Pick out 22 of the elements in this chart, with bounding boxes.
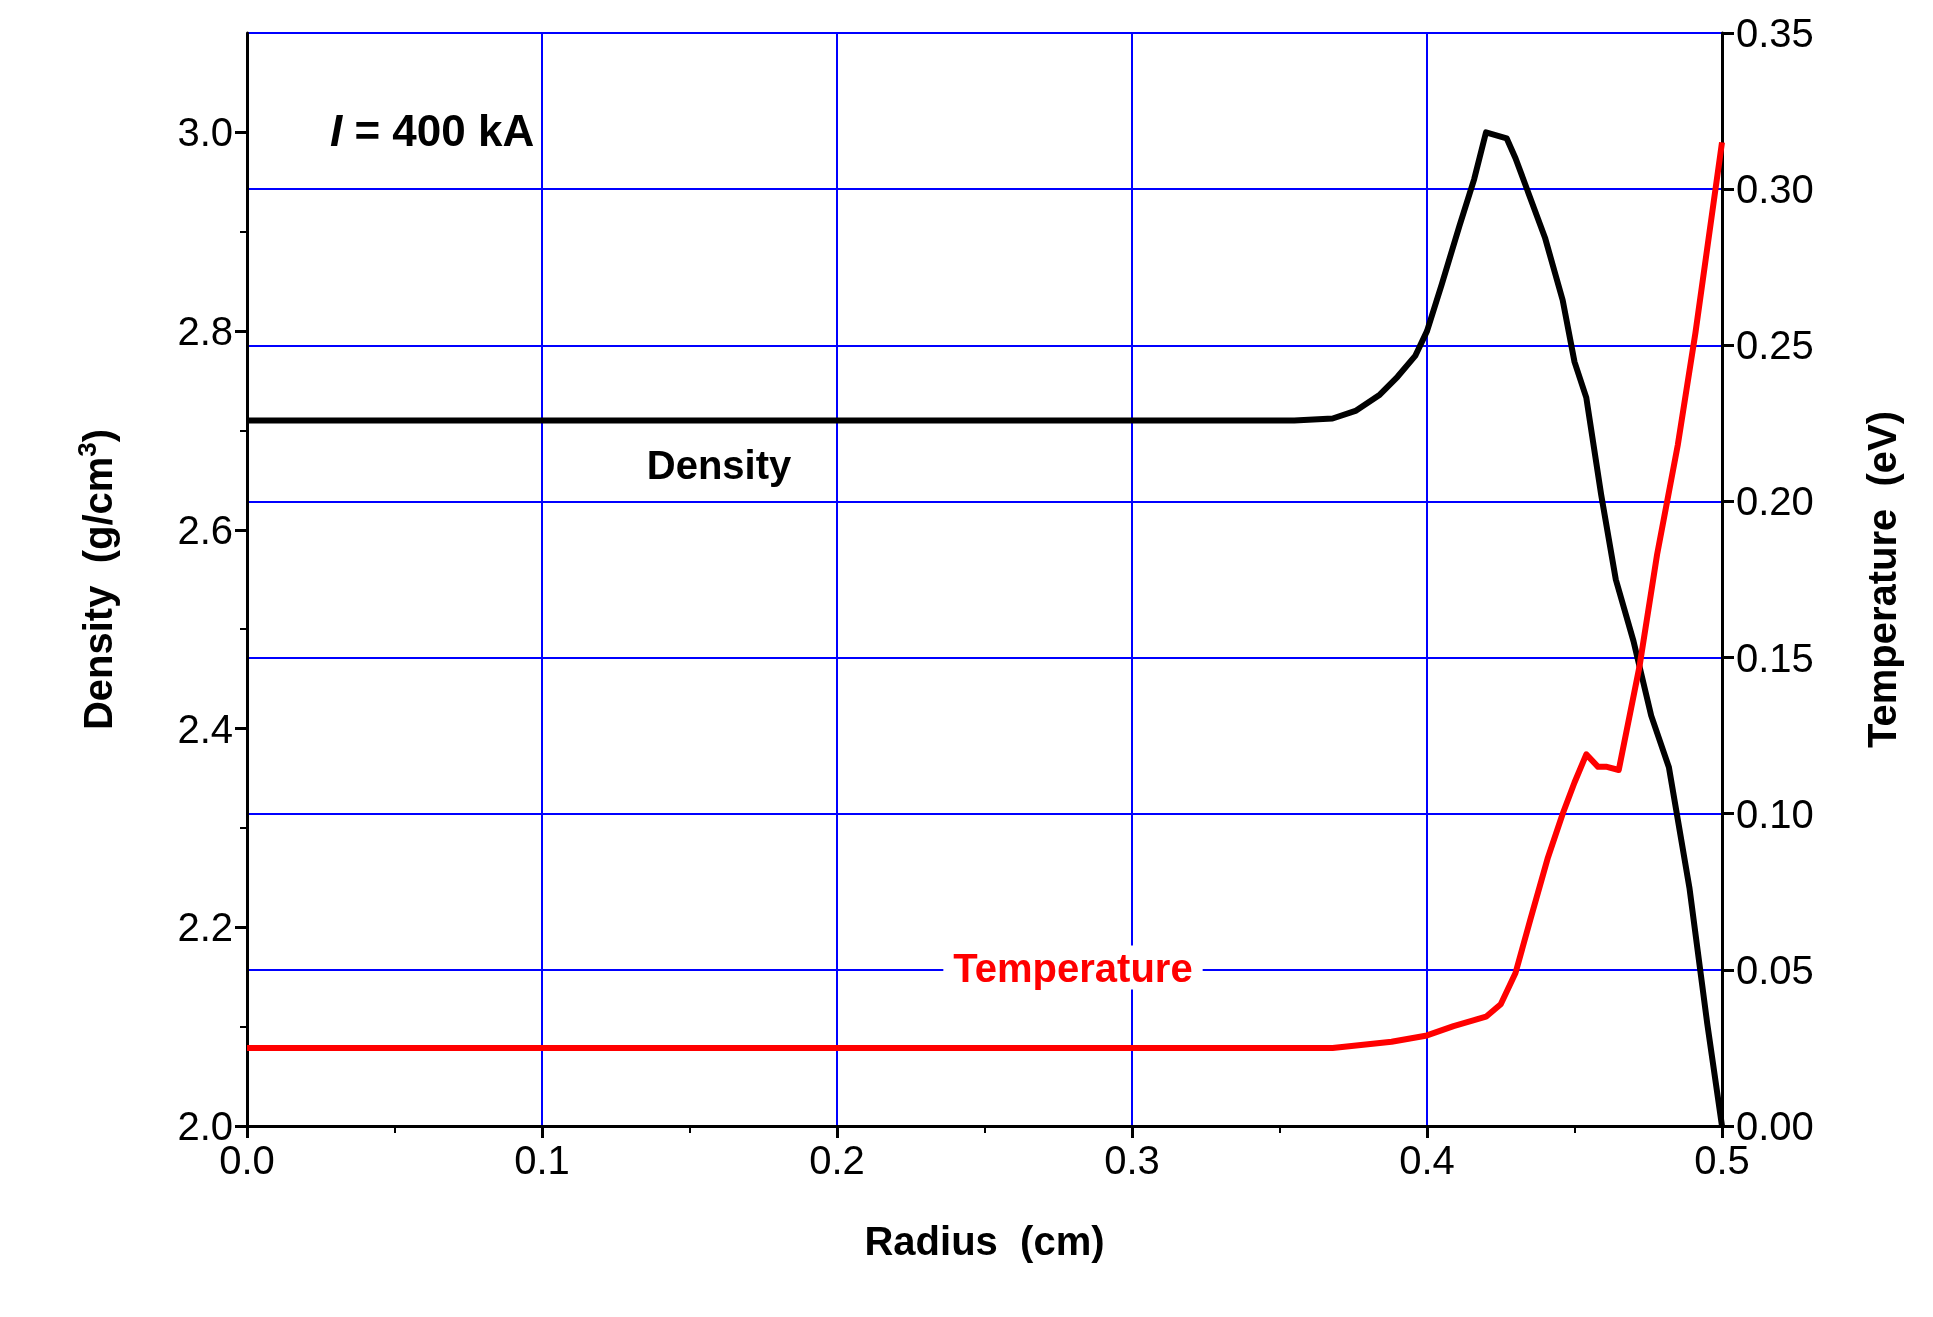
x-axis-title: Radius (cm) [864, 1219, 1105, 1263]
y2-tick-label: 0.30 [1736, 167, 1814, 212]
y-tick-label: 2.4 [177, 706, 233, 751]
y2-tick-label: 0.15 [1736, 635, 1814, 680]
y2-tick-label: 0.10 [1736, 791, 1814, 836]
y-tick-label: 2.2 [177, 905, 233, 950]
x-tick-label: 0.1 [514, 1138, 570, 1182]
annotation: I = 400 kA [330, 105, 535, 155]
y-tick-label: 2.8 [177, 309, 233, 354]
series-label: Temperature [953, 945, 1193, 990]
series-label: Density [646, 442, 792, 487]
x-tick-label: 0.3 [1104, 1138, 1160, 1182]
y2-axis-title: Temperature (eV) [1860, 410, 1904, 749]
y-axis-title: Density (g/cm3) [72, 428, 120, 731]
y2-tick-label: 0.20 [1736, 479, 1814, 524]
y-tick-label: 3.0 [177, 110, 233, 155]
x-tick-label: 0.2 [809, 1138, 865, 1182]
y2-tick-label: 0.25 [1736, 323, 1814, 368]
y2-tick-label: 0.05 [1736, 947, 1814, 992]
y-tick-label: 2.6 [177, 507, 233, 552]
x-tick-label: 0.4 [1399, 1138, 1455, 1182]
y2-tick-label: 0.35 [1736, 11, 1814, 55]
